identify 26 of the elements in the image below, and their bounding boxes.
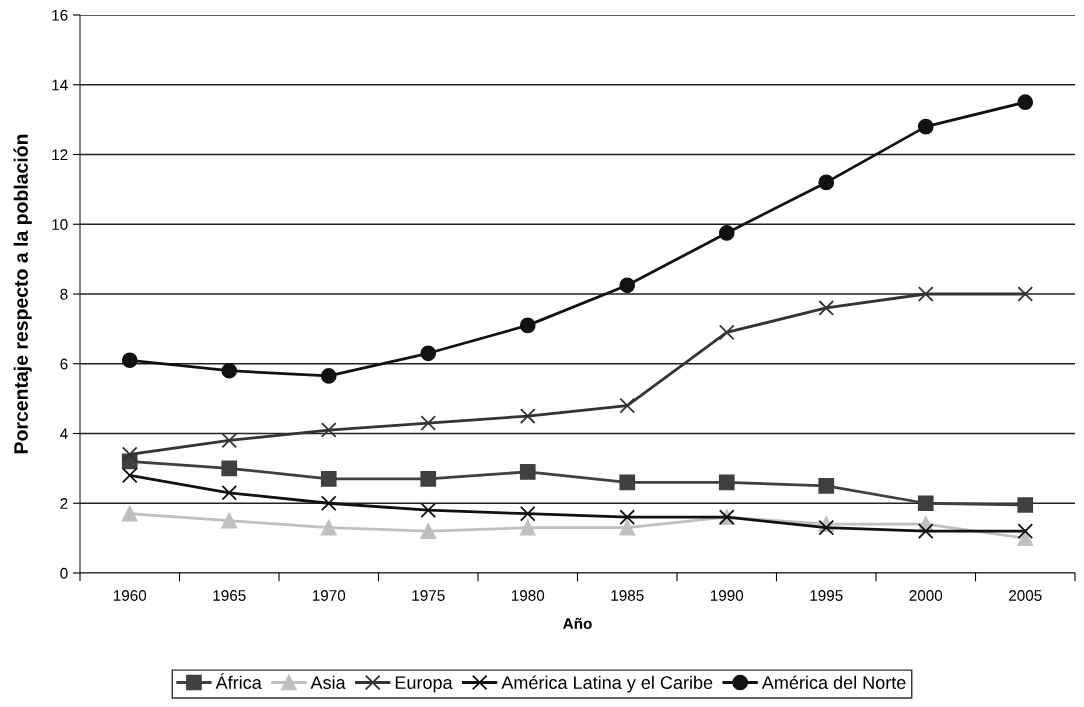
y-tick-label: 6 — [60, 358, 68, 370]
x-tick-label: 2000 — [909, 590, 943, 601]
legend-label: Asia — [310, 675, 346, 689]
x-tick-label: 1965 — [213, 590, 246, 601]
legend-label: África — [215, 673, 262, 689]
x-tick-label: 1980 — [511, 590, 545, 601]
x-tick-label: 1975 — [412, 590, 445, 601]
y-tick-label: 16 — [52, 9, 68, 21]
y-axis-title: Porcentaje respecto a la población — [13, 134, 32, 454]
y-tick-label: 4 — [60, 428, 68, 440]
x-tick-label: 1995 — [810, 590, 843, 601]
x-tick-label: 1990 — [710, 590, 744, 601]
y-tick-label: 14 — [52, 79, 68, 91]
y-tick-label: 2 — [60, 498, 68, 509]
legend-label: Europa — [395, 676, 453, 693]
y-tick-label: 12 — [52, 149, 68, 161]
x-tick-label: 1960 — [113, 590, 147, 601]
x-tick-label: 1985 — [611, 590, 644, 601]
y-tick-label: 10 — [52, 219, 68, 230]
x-tick-label: 1970 — [312, 590, 346, 601]
y-tick-label: 0 — [60, 567, 68, 579]
y-tick-label: 8 — [60, 288, 68, 300]
legend-label: América Latina y el Caribe — [501, 675, 713, 693]
x-tick-label: 2005 — [1009, 590, 1042, 601]
legend-label: América del Norte — [761, 675, 906, 689]
x-axis-title: Año — [563, 617, 592, 630]
